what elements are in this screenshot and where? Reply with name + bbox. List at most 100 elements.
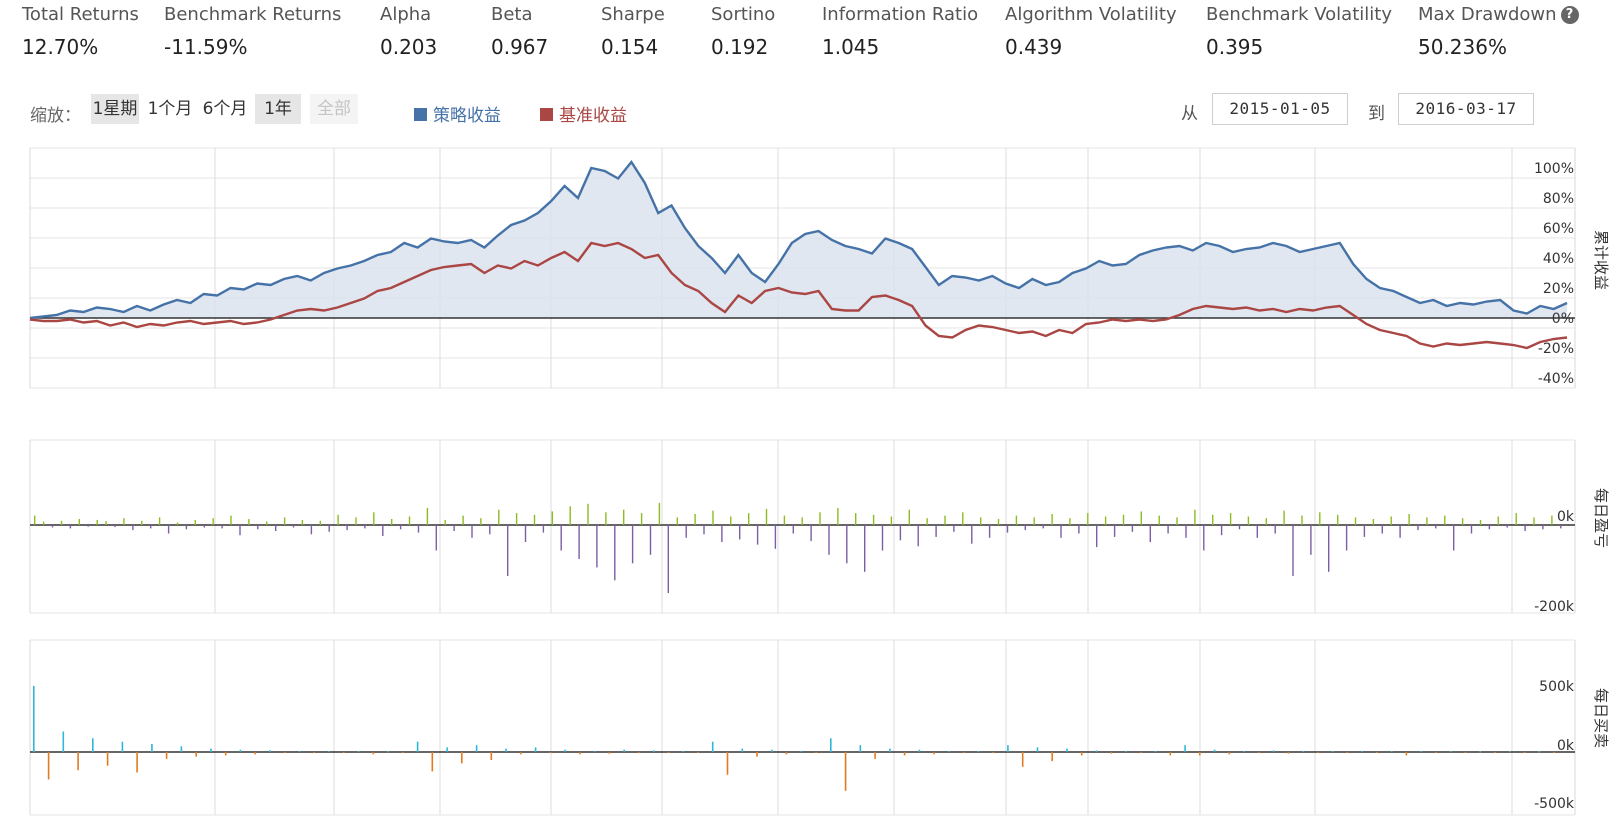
pnl-bar xyxy=(1337,514,1339,525)
pnl-bar xyxy=(176,522,179,525)
pnl-bar xyxy=(408,516,411,525)
trade-bar xyxy=(579,752,581,755)
pnl-bar xyxy=(1551,515,1553,525)
metric-label: Sharpe xyxy=(601,4,665,25)
trade-bar xyxy=(1272,750,1275,752)
strategy-line xyxy=(29,159,1568,320)
trade-bar xyxy=(1125,750,1127,752)
pnl-bar xyxy=(87,525,89,527)
trade-bar xyxy=(1449,751,1452,753)
pnl-bar xyxy=(980,517,982,525)
trade-bar xyxy=(667,752,670,753)
trade-bar xyxy=(210,748,212,752)
trade-bar xyxy=(1523,752,1526,753)
y-tick-neg40: -40% xyxy=(1538,371,1574,387)
y-axis-label-cumulative: 累计收益 xyxy=(1592,230,1610,290)
question-circle-icon[interactable]: ? xyxy=(1560,6,1579,24)
trade-bar xyxy=(1007,745,1009,752)
zoom-1week-button[interactable]: 1星期 xyxy=(91,94,139,124)
pnl-bar xyxy=(1203,525,1205,551)
trade-bar xyxy=(402,752,404,753)
pnl-bar xyxy=(712,510,714,525)
pnl-bar xyxy=(1506,525,1508,528)
trade-bar xyxy=(461,752,463,764)
metric-information-ratio: Information Ratio 1.045 xyxy=(822,4,978,59)
pnl-bar xyxy=(301,519,304,525)
pnl-bar xyxy=(1363,525,1366,537)
zoom-1month-button[interactable]: 1个月 xyxy=(147,99,193,119)
trade-bar xyxy=(652,750,655,752)
pnl-bar xyxy=(721,525,723,542)
trade-bar xyxy=(682,750,684,752)
pnl-bar xyxy=(1283,510,1285,525)
pnl-bar xyxy=(819,512,821,526)
pnl-bar xyxy=(167,525,170,534)
trade-bar xyxy=(1258,752,1260,754)
pnl-bar xyxy=(524,525,527,542)
trade-bar xyxy=(844,752,847,791)
metric-beta: Beta 0.967 xyxy=(491,4,548,59)
pnl-bar xyxy=(355,517,357,525)
pnl-bar xyxy=(1229,513,1232,525)
pnl-bar xyxy=(1542,525,1544,530)
pnl-bar xyxy=(1470,525,1473,534)
from-label: 从 xyxy=(1181,104,1198,124)
pnl-bar xyxy=(1381,525,1383,534)
pnl-bar xyxy=(1488,525,1491,530)
pnl-bar xyxy=(382,525,384,536)
pnl-bar xyxy=(872,514,875,525)
trade-bar xyxy=(1110,752,1113,754)
pnl-bar xyxy=(1158,515,1160,525)
pnl-bar xyxy=(1435,525,1437,529)
zoom-6month-button[interactable]: 6个月 xyxy=(202,99,248,119)
pnl-bar xyxy=(114,525,116,528)
from-date-input[interactable]: 2015-01-05 xyxy=(1212,93,1348,125)
legend-benchmark-label: 基准收益 xyxy=(559,106,627,126)
pnl-bar xyxy=(917,525,919,547)
pnl-bar xyxy=(658,502,661,525)
pnl-bar xyxy=(310,525,313,535)
metric-value: 0.203 xyxy=(380,35,438,59)
pnl-bar xyxy=(881,525,884,551)
pnl-bar xyxy=(810,525,812,542)
pnl-bar xyxy=(1515,513,1517,525)
metric-label: Sortino xyxy=(711,4,776,25)
cumulative-returns-chart xyxy=(29,159,1575,350)
pnl-bar xyxy=(855,513,857,525)
pnl-bar xyxy=(1015,515,1018,525)
zoom-all-button[interactable]: 全部 xyxy=(310,94,358,124)
trade-bar xyxy=(948,750,950,752)
pnl-bar xyxy=(578,525,580,559)
pnl-bar xyxy=(971,525,973,544)
trade-bar xyxy=(372,752,375,755)
legend-swatch xyxy=(540,108,553,121)
metric-benchmark-returns: Benchmark Returns -11.59% xyxy=(164,4,341,59)
pnl-bar xyxy=(1087,513,1089,525)
metric-value: 0.192 xyxy=(711,35,769,59)
trade-bar xyxy=(165,752,168,759)
pnl-bar xyxy=(605,512,607,526)
pnl-bar xyxy=(1247,516,1250,525)
to-date-input[interactable]: 2016-03-17 xyxy=(1398,93,1534,125)
pnl-bar xyxy=(1408,514,1410,525)
trade-bar xyxy=(1479,751,1481,753)
pnl-bar xyxy=(1220,525,1223,536)
pnl-bar xyxy=(756,525,759,545)
trade-bar xyxy=(1287,752,1290,754)
zoom-1year-button[interactable]: 1年 xyxy=(255,94,301,124)
pnl-bar xyxy=(988,525,991,538)
trade-bar xyxy=(298,750,301,752)
y-tick-80: 80% xyxy=(1543,191,1574,207)
y-tick-0k-trade: 0k xyxy=(1557,738,1575,754)
pnl-bar xyxy=(453,525,455,531)
benchmark-line xyxy=(29,241,1568,350)
trade-bar xyxy=(1509,751,1511,753)
legend-strategy[interactable]: 策略收益 xyxy=(414,101,501,126)
chart-grid xyxy=(29,147,1576,816)
legend-benchmark[interactable]: 基准收益 xyxy=(540,101,627,126)
pnl-bar xyxy=(640,513,643,525)
metric-value: 0.967 xyxy=(491,35,549,59)
pnl-bar xyxy=(337,514,339,525)
pnl-bar xyxy=(667,525,669,593)
pnl-bar xyxy=(560,525,562,551)
